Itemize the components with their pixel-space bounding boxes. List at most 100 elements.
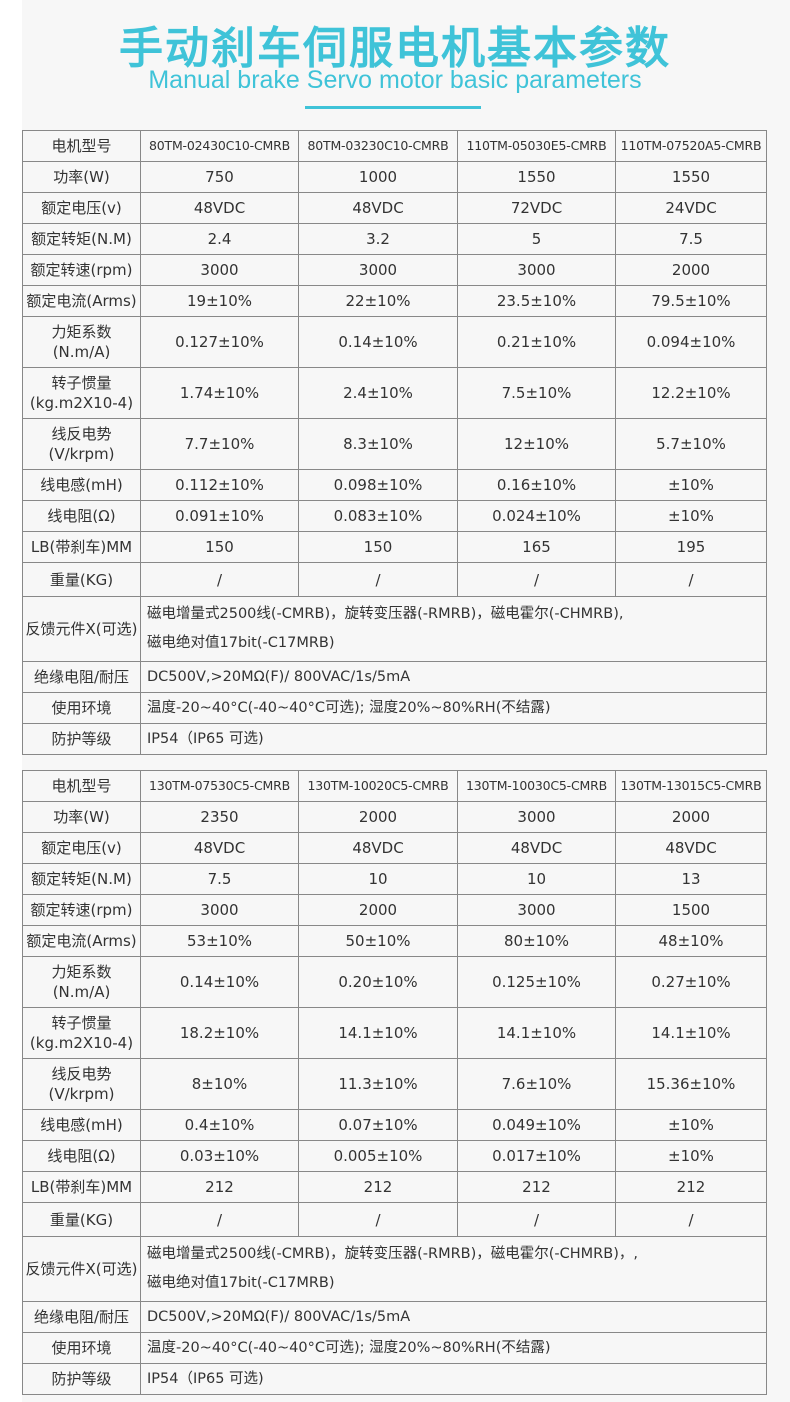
value-cell: 212 bbox=[298, 1171, 458, 1203]
value-cell: 0.083±10% bbox=[298, 500, 458, 532]
value-cell: 48VDC bbox=[615, 832, 767, 864]
value-cell: 3000 bbox=[140, 254, 299, 286]
value-cell: 79.5±10% bbox=[615, 285, 767, 317]
spec-text-cell: DC500V,>20MΩ(F)/ 800VAC/1s/5mA bbox=[140, 1301, 767, 1333]
value-cell: 48VDC bbox=[298, 832, 458, 864]
value-cell: 0.127±10% bbox=[140, 316, 299, 368]
value-cell: 50±10% bbox=[298, 925, 458, 957]
table-row: 使用环境 温度-20~40°C(-40~40°C可选); 湿度20%~80%RH(… bbox=[22, 1332, 767, 1364]
value-cell: 0.112±10% bbox=[140, 469, 299, 501]
table-row: 线反电势 (V/krpm) 7.7±10% 8.3±10% 12±10% 5.7±10% bbox=[22, 418, 767, 470]
value-cell: 2.4 bbox=[140, 223, 299, 255]
value-cell: 1000 bbox=[298, 161, 458, 193]
value-cell: 8±10% bbox=[140, 1058, 299, 1110]
value-cell: 2000 bbox=[298, 801, 458, 833]
table-row: 额定转速(rpm) 3000 3000 3000 2000 bbox=[22, 254, 767, 286]
value-cell: 3000 bbox=[457, 254, 616, 286]
row-label: 线反电势 (V/krpm) bbox=[22, 418, 141, 470]
row-label: 防护等级 bbox=[22, 723, 141, 755]
row-label: 力矩系数 (N.m/A) bbox=[22, 956, 141, 1008]
value-cell: 48VDC bbox=[140, 192, 299, 224]
row-label: 反馈元件X(可选) bbox=[22, 596, 141, 662]
page-title: 手动刹车伺服电机基本参数 bbox=[119, 23, 671, 74]
row-label: LB(带刹车)MM bbox=[22, 531, 141, 563]
value-cell: 0.27±10% bbox=[615, 956, 767, 1008]
value-cell: 13 bbox=[615, 863, 767, 895]
table-row: 转子惯量 (kg.m2X10-4) 1.74±10% 2.4±10% 7.5±10% 1… bbox=[22, 367, 767, 419]
value-cell: 11.3±10% bbox=[298, 1058, 458, 1110]
spec-text-cell: 温度-20~40°C(-40~40°C可选); 湿度20%~80%RH(不结露) bbox=[140, 692, 767, 724]
table-row: 力矩系数 (N.m/A) 0.14±10% 0.20±10% 0.125±10% 0.2… bbox=[22, 956, 767, 1008]
table-row: 额定转速(rpm) 3000 2000 3000 1500 bbox=[22, 894, 767, 926]
table-row: 电机型号 130TM-07530C5-CMRB 130TM-10020C5-CMRB… bbox=[22, 770, 767, 802]
value-cell: 150 bbox=[140, 531, 299, 563]
table-row: 电机型号 80TM-02430C10-CMRB 80TM-03230C10-CMRB… bbox=[22, 130, 767, 162]
row-label: 额定电流(Arms) bbox=[22, 925, 141, 957]
value-cell: 7.5±10% bbox=[457, 367, 616, 419]
value-cell: 18.2±10% bbox=[140, 1007, 299, 1059]
model-cell: 110TM-05030E5-CMRB bbox=[457, 130, 616, 162]
spec-table-2: 电机型号 130TM-07530C5-CMRB 130TM-10020C5-CMRB… bbox=[22, 770, 767, 1395]
value-cell: / bbox=[298, 562, 458, 597]
page-subtitle: Manual brake Servo motor basic parameter… bbox=[148, 66, 642, 94]
value-cell: 0.091±10% bbox=[140, 500, 299, 532]
table-row: 防护等级 IP54（IP65 可选) bbox=[22, 1363, 767, 1395]
row-label: 绝缘电阻/耐压 bbox=[22, 661, 141, 693]
value-cell: 22±10% bbox=[298, 285, 458, 317]
value-cell: 150 bbox=[298, 531, 458, 563]
table-row: 功率(W) 2350 2000 3000 2000 bbox=[22, 801, 767, 833]
model-cell: 110TM-07520A5-CMRB bbox=[615, 130, 767, 162]
value-cell: 212 bbox=[140, 1171, 299, 1203]
row-label: 使用环境 bbox=[22, 692, 141, 724]
table-row: 额定转矩(N.M) 7.5 10 10 13 bbox=[22, 863, 767, 895]
row-label: 电机型号 bbox=[22, 770, 141, 802]
row-label: 额定电流(Arms) bbox=[22, 285, 141, 317]
model-cell: 130TM-07530C5-CMRB bbox=[140, 770, 299, 802]
value-cell: 14.1±10% bbox=[298, 1007, 458, 1059]
spec-text-cell: 磁电增量式2500线(-CMRB)，旋转变压器(-RMRB)，磁电霍尔(-CHM… bbox=[140, 596, 767, 662]
value-cell: ±10% bbox=[615, 1109, 767, 1141]
value-cell: 2000 bbox=[615, 254, 767, 286]
value-cell: 0.14±10% bbox=[140, 956, 299, 1008]
row-label: 转子惯量 (kg.m2X10-4) bbox=[22, 367, 141, 419]
value-cell: 0.049±10% bbox=[457, 1109, 616, 1141]
value-cell: 0.125±10% bbox=[457, 956, 616, 1008]
value-cell: 19±10% bbox=[140, 285, 299, 317]
value-cell: 1550 bbox=[615, 161, 767, 193]
row-label: 力矩系数 (N.m/A) bbox=[22, 316, 141, 368]
row-label: 线电感(mH) bbox=[22, 469, 141, 501]
table-row: 功率(W) 750 1000 1550 1550 bbox=[22, 161, 767, 193]
table-row: 线反电势 (V/krpm) 8±10% 11.3±10% 7.6±10% 15.36±1… bbox=[22, 1058, 767, 1110]
table-row: 防护等级 IP54（IP65 可选) bbox=[22, 723, 767, 755]
value-cell: / bbox=[298, 1202, 458, 1237]
spec-text-cell: 磁电增量式2500线(-CMRB)，旋转变压器(-RMRB)，磁电霍尔(-CHM… bbox=[140, 1236, 767, 1302]
value-cell: 3000 bbox=[457, 801, 616, 833]
value-cell: ±10% bbox=[615, 500, 767, 532]
value-cell: 48VDC bbox=[140, 832, 299, 864]
row-label: 功率(W) bbox=[22, 161, 141, 193]
value-cell: 195 bbox=[615, 531, 767, 563]
value-cell: 8.3±10% bbox=[298, 418, 458, 470]
value-cell: 15.36±10% bbox=[615, 1058, 767, 1110]
table-row: 线电阻(Ω) 0.03±10% 0.005±10% 0.017±10% ±10% bbox=[22, 1140, 767, 1172]
value-cell: 165 bbox=[457, 531, 616, 563]
model-cell: 130TM-10020C5-CMRB bbox=[298, 770, 458, 802]
table-row: 绝缘电阻/耐压 DC500V,>20MΩ(F)/ 800VAC/1s/5mA bbox=[22, 661, 767, 693]
row-label: 额定转速(rpm) bbox=[22, 894, 141, 926]
title-underline bbox=[305, 106, 481, 109]
table-row: 转子惯量 (kg.m2X10-4) 18.2±10% 14.1±10% 14.1±10… bbox=[22, 1007, 767, 1059]
value-cell: 24VDC bbox=[615, 192, 767, 224]
value-cell: ±10% bbox=[615, 1140, 767, 1172]
row-label: 额定电压(v) bbox=[22, 832, 141, 864]
table-row: 线电感(mH) 0.112±10% 0.098±10% 0.16±10% ±10% bbox=[22, 469, 767, 501]
value-cell: 23.5±10% bbox=[457, 285, 616, 317]
value-cell: / bbox=[140, 562, 299, 597]
value-cell: ±10% bbox=[615, 469, 767, 501]
table-row: LB(带刹车)MM 150 150 165 195 bbox=[22, 531, 767, 563]
row-label: 线反电势 (V/krpm) bbox=[22, 1058, 141, 1110]
value-cell: 72VDC bbox=[457, 192, 616, 224]
value-cell: 3.2 bbox=[298, 223, 458, 255]
table-row: 绝缘电阻/耐压 DC500V,>20MΩ(F)/ 800VAC/1s/5mA bbox=[22, 1301, 767, 1333]
row-label: 额定电压(v) bbox=[22, 192, 141, 224]
value-cell: 2350 bbox=[140, 801, 299, 833]
